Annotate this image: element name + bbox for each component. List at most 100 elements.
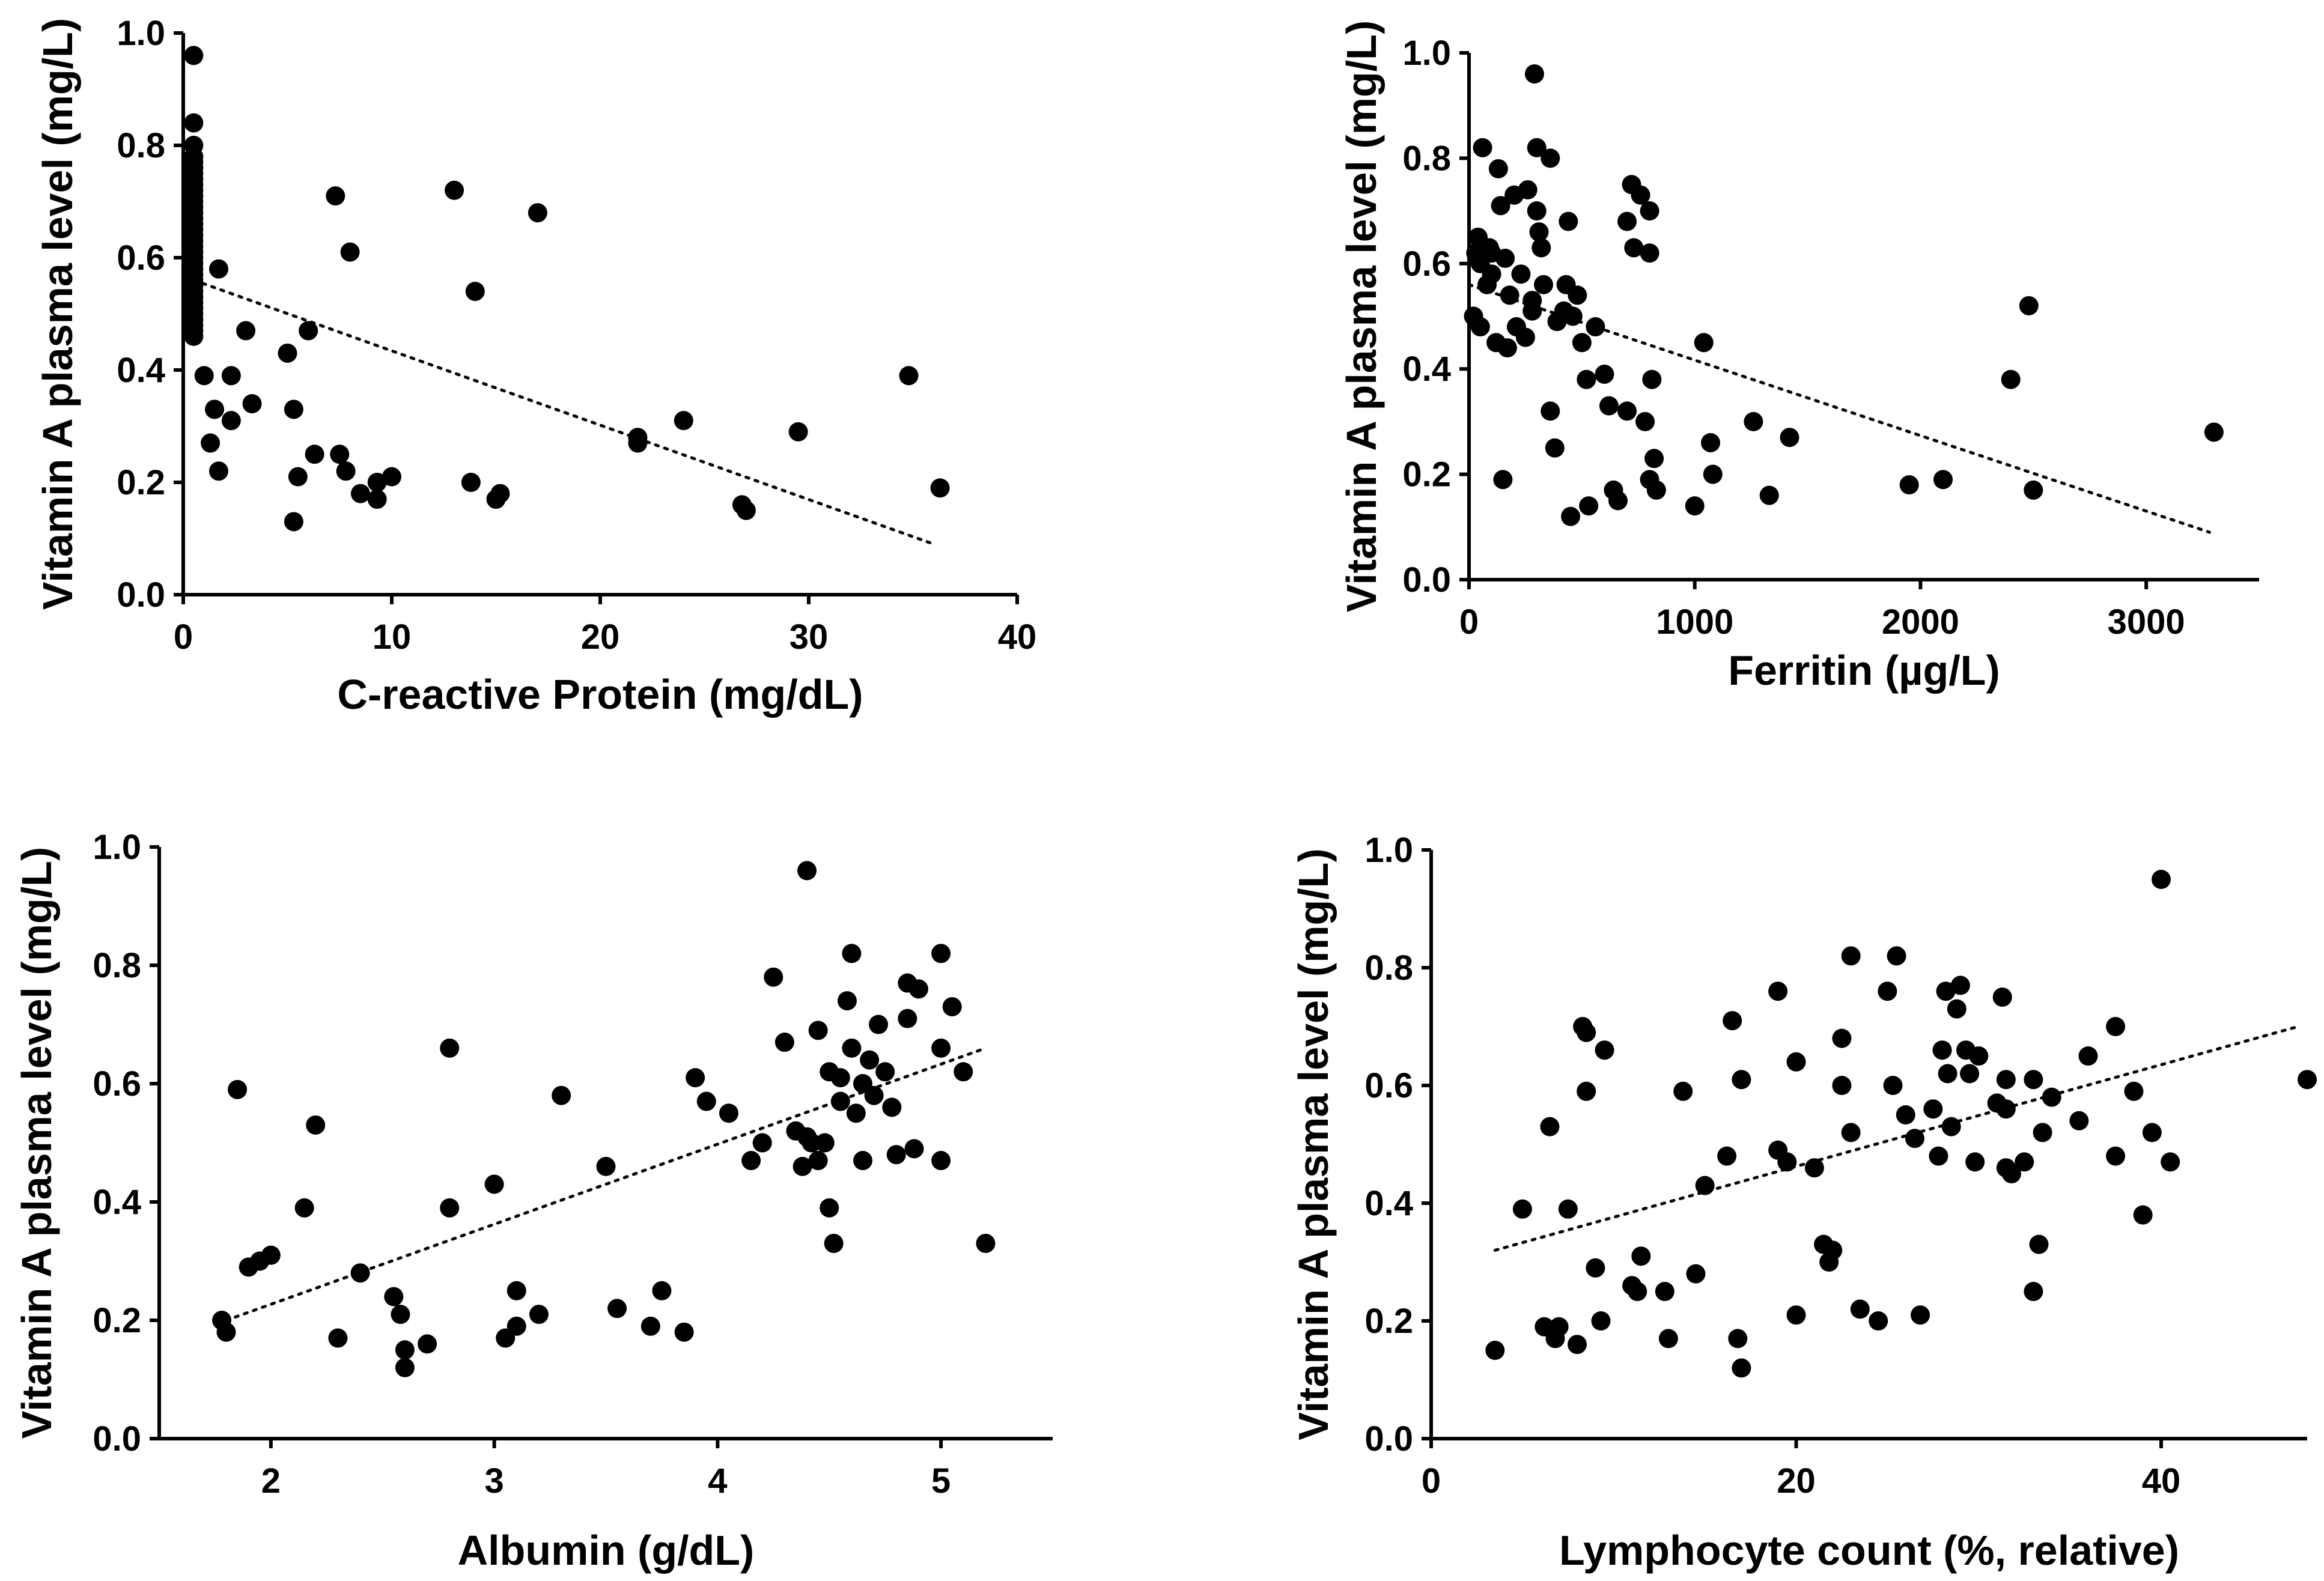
data-point — [1624, 238, 1644, 258]
data-point — [1470, 317, 1490, 337]
y-tick-label: 0.4 — [1402, 350, 1451, 389]
data-point — [391, 1305, 410, 1325]
data-point — [1473, 138, 1492, 157]
axis-lines — [181, 33, 1017, 596]
data-point — [228, 1079, 248, 1099]
data-point — [1608, 491, 1628, 511]
data-point — [1524, 64, 1544, 84]
data-point — [305, 445, 324, 464]
data-point — [288, 467, 308, 487]
data-point — [976, 1233, 996, 1253]
data-point — [931, 1038, 951, 1058]
data-point — [1786, 1052, 1806, 1072]
data-point — [1577, 369, 1596, 389]
data-point — [2024, 1282, 2043, 1301]
data-point — [2001, 369, 2021, 389]
data-point — [1996, 1099, 2016, 1119]
data-point — [1482, 264, 1501, 284]
data-point — [1491, 196, 1510, 216]
trend-line — [1493, 1025, 2300, 1252]
data-point — [1540, 1117, 1560, 1136]
data-point — [719, 1103, 738, 1123]
data-point — [2124, 1081, 2144, 1101]
data-point — [2033, 1123, 2052, 1143]
data-point — [1559, 211, 1578, 231]
data-point — [184, 46, 204, 65]
data-point — [367, 473, 387, 492]
data-point — [1561, 506, 1581, 526]
data-point — [1577, 1081, 1596, 1101]
y-tick-label: 0.0 — [117, 575, 165, 614]
data-point — [1923, 1099, 1943, 1119]
data-point — [1938, 1064, 1957, 1084]
data-point — [842, 1038, 862, 1058]
data-point — [506, 1281, 526, 1300]
data-point — [367, 490, 387, 509]
data-point — [1646, 480, 1666, 500]
y-tick-label: 1.0 — [117, 14, 165, 53]
y-tick-label: 1.0 — [93, 828, 141, 867]
data-point — [1732, 1070, 1751, 1090]
data-point — [2042, 1087, 2061, 1107]
data-point — [350, 484, 370, 503]
data-point — [930, 478, 950, 498]
data-point — [1512, 1199, 1532, 1219]
data-point — [1493, 470, 1513, 490]
y-tick-label: 1.0 — [1402, 34, 1451, 73]
data-point — [853, 1151, 873, 1171]
x-axis-title: Albumin (g/dL) — [458, 1527, 755, 1574]
data-point — [1717, 1146, 1737, 1166]
data-point — [1577, 1022, 1596, 1042]
data-point — [294, 1198, 314, 1218]
data-point — [764, 967, 783, 987]
data-point — [1933, 470, 1953, 490]
data-point — [808, 1151, 828, 1171]
y-tick-label: 0.8 — [1402, 139, 1451, 178]
data-point — [336, 461, 356, 481]
data-point — [236, 321, 256, 341]
data-point — [1579, 496, 1599, 516]
data-point — [506, 1316, 526, 1336]
data-point — [2024, 480, 2043, 500]
x-tick-label: 2000 — [1882, 602, 1959, 642]
data-point — [1686, 1264, 1706, 1284]
data-point — [528, 203, 547, 223]
data-point — [1965, 1152, 1985, 1172]
data-point — [1929, 1146, 1948, 1166]
data-point — [1541, 148, 1560, 168]
data-point — [2106, 1017, 2126, 1036]
data-point — [1777, 1152, 1797, 1172]
data-point — [1642, 369, 1662, 389]
y-tick-label: 0.8 — [117, 126, 165, 165]
data-point — [1673, 1081, 1693, 1101]
data-point — [686, 1068, 705, 1088]
data-point — [2133, 1205, 2153, 1225]
data-point — [1488, 159, 1508, 178]
data-point — [445, 180, 464, 200]
data-point — [640, 1316, 660, 1336]
data-point — [1655, 1282, 1675, 1301]
data-point — [2078, 1046, 2098, 1066]
data-point — [652, 1281, 672, 1300]
data-point — [2298, 1070, 2317, 1090]
x-tick-label: 30 — [789, 618, 829, 657]
data-point — [1804, 1158, 1824, 1178]
data-point — [1527, 201, 1547, 221]
data-point — [1936, 982, 1956, 1001]
data-point — [2142, 1123, 2162, 1143]
y-tick-label: 0.8 — [1364, 948, 1413, 988]
data-point — [846, 1103, 866, 1123]
data-point — [278, 343, 297, 363]
x-axis-title: Lymphocyte count (%, relative) — [1559, 1527, 2179, 1574]
data-point — [674, 1322, 694, 1342]
data-point — [1495, 249, 1515, 269]
x-tick-label: 0 — [1459, 602, 1479, 642]
data-point — [741, 1151, 761, 1171]
data-point — [1591, 1311, 1611, 1331]
data-point — [1694, 333, 1714, 353]
data-point — [208, 461, 228, 481]
data-point — [1640, 201, 1659, 221]
data-point — [395, 1358, 415, 1377]
data-point — [205, 399, 225, 419]
data-point — [330, 445, 350, 464]
